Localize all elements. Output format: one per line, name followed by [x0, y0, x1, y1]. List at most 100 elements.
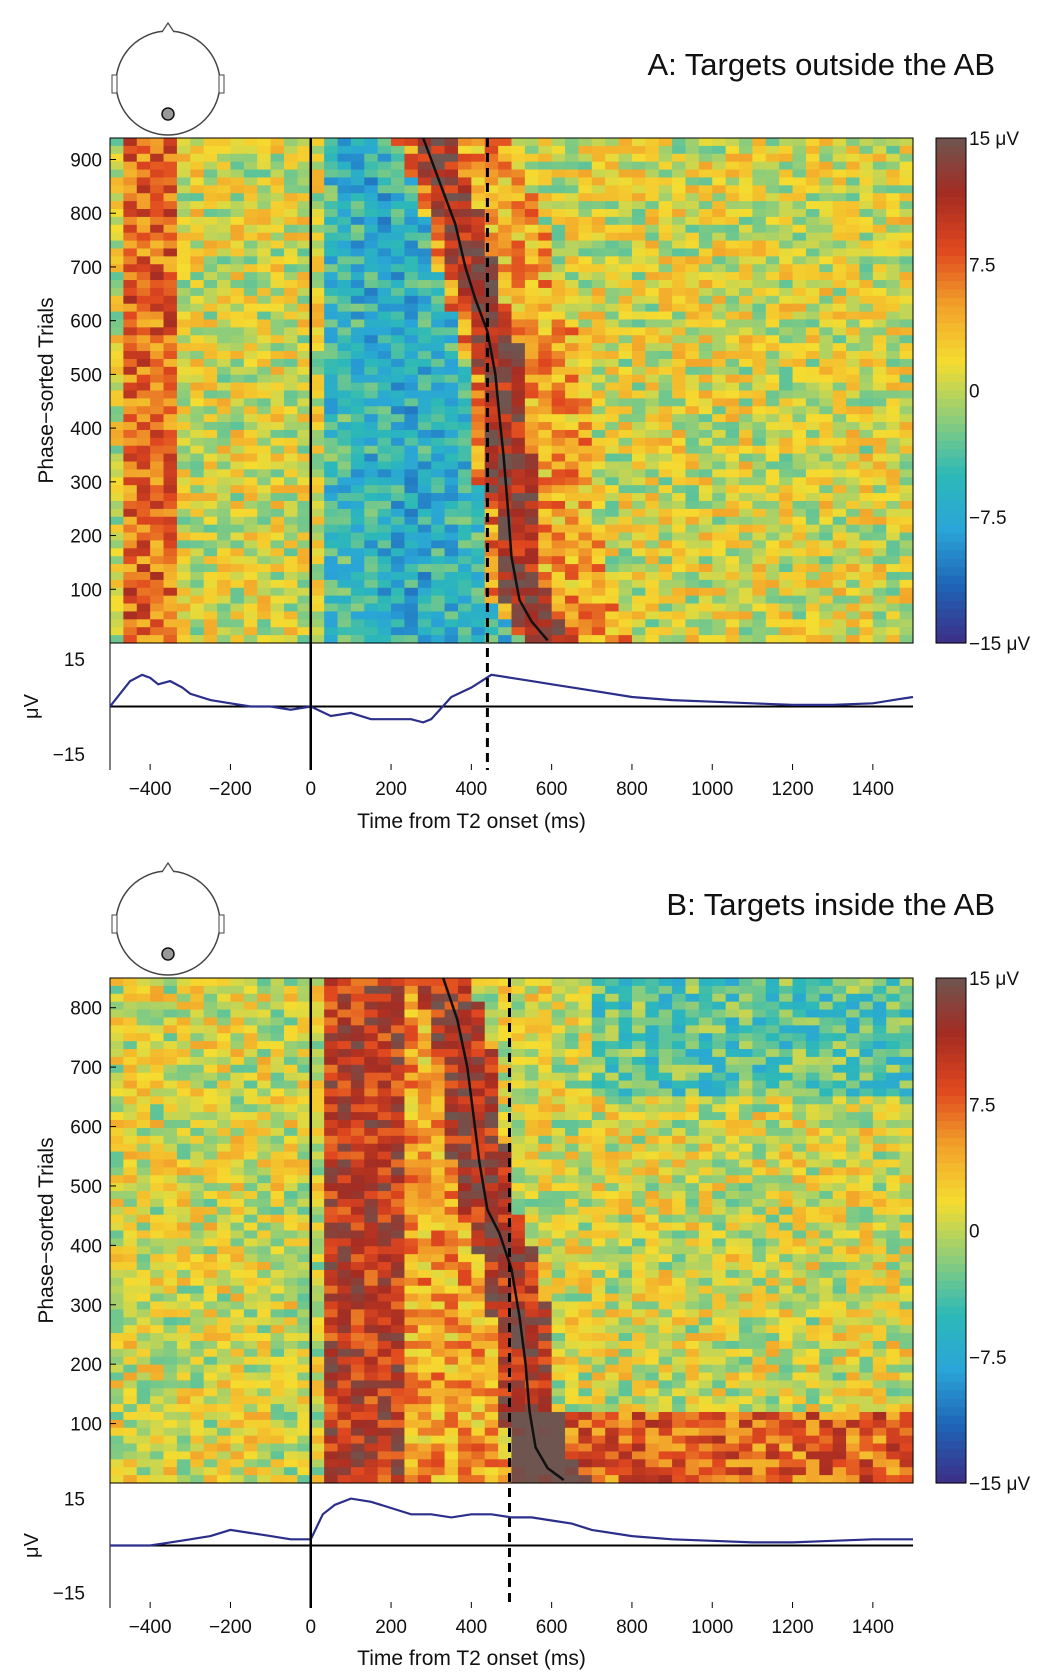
heatmap-cell	[739, 224, 753, 234]
heatmap-cell	[471, 1025, 486, 1034]
heatmap-cell	[176, 1001, 191, 1011]
heatmap-cell	[752, 201, 767, 210]
heatmap-cell	[243, 414, 258, 423]
heatmap-cell	[872, 414, 887, 423]
heatmap-cell	[391, 1096, 406, 1105]
heatmap-cell	[444, 437, 459, 447]
heatmap-cell	[538, 201, 553, 210]
heatmap-cell	[257, 985, 272, 995]
heatmap-cell	[230, 587, 245, 597]
heatmap-cell	[565, 248, 580, 257]
heatmap-cell	[859, 303, 874, 313]
heatmap-cell	[565, 280, 580, 289]
heatmap-cell	[190, 264, 205, 273]
heatmap-cell	[150, 595, 165, 605]
heatmap-cell	[471, 1096, 486, 1105]
heatmap-cell	[511, 1080, 526, 1090]
heatmap-cell	[792, 138, 807, 147]
heatmap-cell	[899, 611, 914, 620]
heatmap-cell	[872, 993, 887, 1003]
heatmap-cell	[739, 1104, 753, 1113]
heatmap-cell	[484, 145, 499, 155]
heatmap-cell	[404, 224, 419, 234]
heatmap-cell	[872, 619, 887, 628]
heatmap-cell	[417, 595, 432, 605]
heatmap-cell	[270, 493, 285, 502]
heatmap-cell	[203, 1049, 218, 1058]
heatmap-cell	[712, 177, 727, 186]
heatmap-cell	[417, 193, 432, 202]
heatmap-cell	[565, 500, 580, 510]
heatmap-cell	[337, 232, 352, 242]
heatmap-cell	[457, 201, 472, 210]
heatmap-cell	[605, 548, 620, 557]
heatmap-cell	[364, 1096, 379, 1105]
heatmap-cell	[565, 232, 580, 242]
heatmap-cell	[725, 445, 740, 455]
heatmap-cell	[538, 406, 553, 415]
heatmap-cell	[243, 579, 258, 589]
heatmap-cell	[270, 603, 285, 613]
heatmap-cell	[484, 1017, 499, 1026]
heatmap-cell	[444, 201, 459, 210]
heatmap-cell	[364, 437, 379, 447]
heatmap-cell	[578, 571, 593, 581]
heatmap-cell	[243, 351, 258, 360]
y-tick-label: 500	[70, 365, 102, 386]
heatmap-cell	[618, 169, 633, 179]
heatmap-cell	[805, 993, 820, 1003]
heatmap-cell	[645, 358, 660, 368]
heatmap-cell	[417, 201, 432, 210]
heatmap-cell	[712, 295, 727, 305]
heatmap-cell	[872, 422, 887, 431]
heatmap-cell	[310, 1096, 325, 1105]
heatmap-cell	[765, 1001, 780, 1011]
heatmap-cell	[203, 445, 218, 455]
heatmap-cell	[725, 477, 740, 486]
heatmap-cell	[498, 335, 513, 344]
heatmap-cell	[725, 232, 740, 242]
heatmap-cell	[350, 1009, 365, 1019]
heatmap-cell	[377, 343, 392, 352]
heatmap-cell	[364, 422, 379, 431]
heatmap-cell	[551, 1056, 566, 1066]
heatmap-cell	[391, 366, 406, 376]
heatmap-cell	[792, 587, 807, 597]
heatmap-cell	[899, 272, 914, 281]
heatmap-cell	[712, 256, 727, 265]
heatmap-cell	[645, 635, 660, 644]
heatmap-cell	[752, 469, 767, 478]
heatmap-cell	[524, 161, 539, 171]
heatmap-cell	[150, 477, 165, 486]
heatmap-cell	[270, 635, 285, 644]
heatmap-cell	[872, 209, 887, 218]
heatmap-cell	[484, 335, 499, 344]
heatmap-cell	[190, 985, 205, 995]
heatmap-cell	[725, 327, 740, 336]
heatmap-cell	[899, 216, 914, 226]
heatmap-cell	[217, 366, 232, 376]
heatmap-cell	[672, 351, 687, 360]
heatmap-cell	[511, 145, 526, 155]
heatmap-cell	[484, 232, 499, 242]
heatmap-cell	[270, 437, 285, 447]
heatmap-cell	[123, 295, 138, 305]
heatmap-cell	[203, 461, 218, 471]
heatmap-cell	[618, 138, 633, 147]
heatmap-cell	[217, 161, 232, 171]
heatmap-cell	[819, 1080, 834, 1090]
heatmap-cell	[404, 619, 419, 628]
heatmap-cell	[725, 398, 740, 407]
heatmap-cell	[457, 335, 472, 344]
heatmap-cell	[645, 351, 660, 360]
heatmap-cell	[752, 1064, 767, 1074]
heatmap-cell	[297, 193, 312, 202]
heatmap-cell	[872, 280, 887, 289]
heatmap-cell	[417, 635, 432, 644]
colorbar-segment	[936, 188, 966, 198]
heatmap-cell	[404, 327, 419, 336]
heatmap-cell	[725, 201, 740, 210]
heatmap-cell	[484, 635, 499, 644]
heatmap-cell	[805, 595, 820, 605]
heatmap-cell	[591, 579, 606, 589]
